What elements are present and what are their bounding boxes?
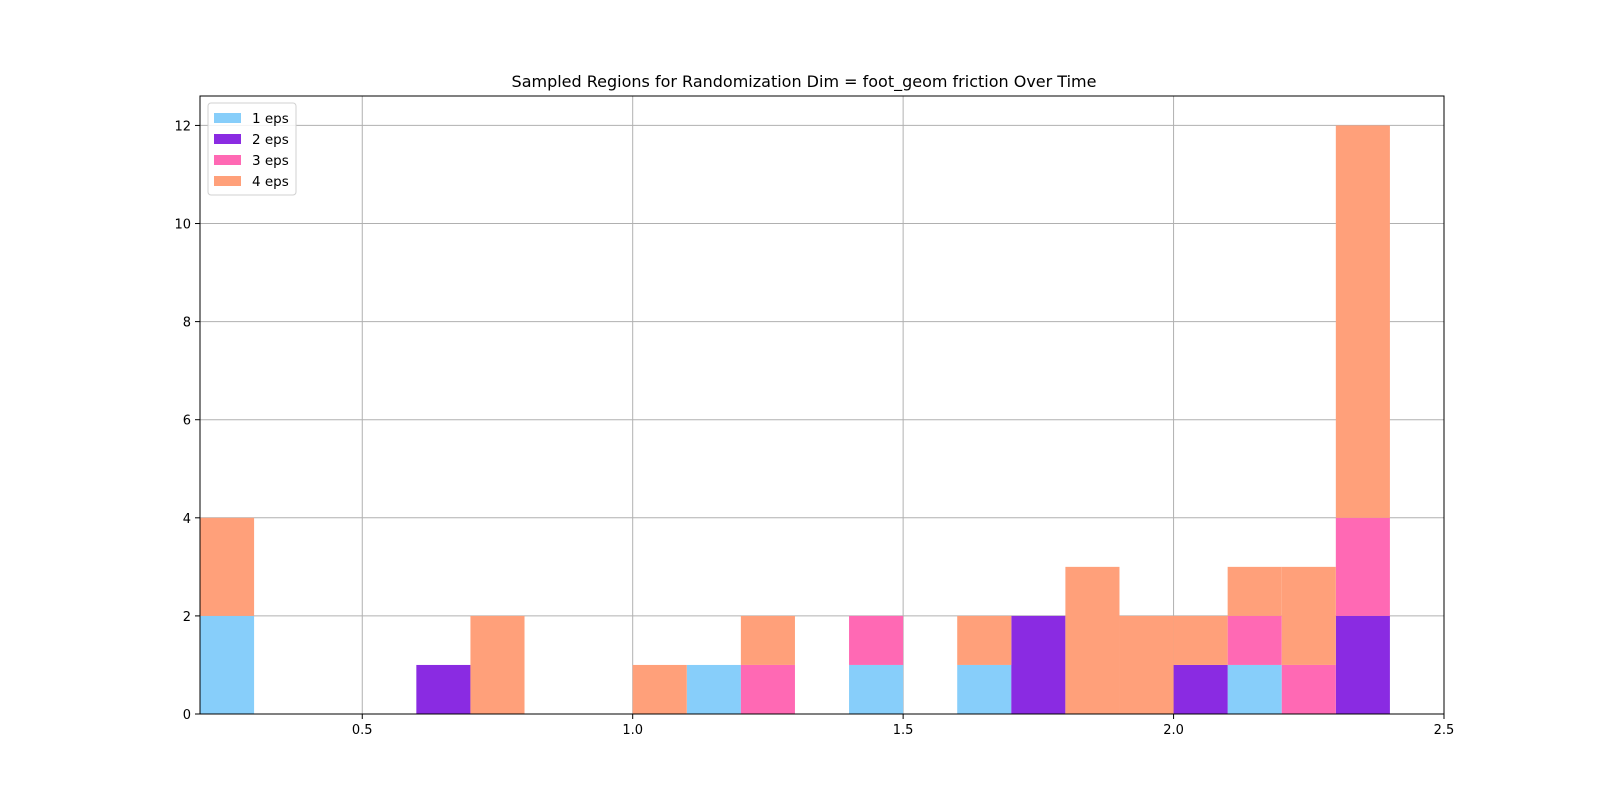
chart-title: Sampled Regions for Randomization Dim = … [512, 72, 1097, 92]
legend-swatch [214, 134, 241, 144]
bar-4-eps-6 [1119, 615, 1174, 714]
legend-box [207, 102, 297, 196]
bar-4-eps-4 [957, 615, 1012, 665]
bar-4-eps-10 [1335, 125, 1390, 518]
bar-3-eps-2 [1227, 615, 1282, 665]
bar-2-eps-1 [1011, 615, 1066, 714]
axis-ticks: 0.5 1.0 1.5 2.0 2.5 0 2 4 6 8 10 12 [174, 119, 1454, 738]
legend-swatch [214, 155, 241, 165]
y-tick-label: 8 [183, 316, 191, 331]
legend-label: 1 eps [252, 111, 289, 127]
y-tick-label: 12 [174, 119, 191, 134]
bar-2-eps-0 [416, 664, 471, 714]
bar-2-eps-3 [1335, 615, 1390, 714]
legend-swatch [214, 176, 241, 186]
bar-4-eps-3 [740, 615, 795, 665]
x-tick-label: 1.0 [622, 723, 643, 738]
y-tick-label: 2 [183, 610, 191, 625]
bar-4-eps-1 [470, 615, 525, 714]
bar-1-eps-1 [686, 664, 741, 714]
bar-4-eps-7 [1173, 615, 1228, 665]
legend-label: 4 eps [252, 174, 289, 190]
bar-3-eps-3 [1281, 664, 1336, 714]
bar-4-eps-2 [632, 664, 687, 714]
legend: 1 eps 2 eps 3 eps 4 eps [207, 102, 297, 196]
legend-label: 3 eps [252, 153, 289, 169]
x-tick-label: 2.0 [1163, 723, 1184, 738]
x-tick-label: 2.5 [1434, 723, 1455, 738]
x-tick-label: 0.5 [352, 723, 373, 738]
x-tick-label: 1.5 [893, 723, 914, 738]
bar-4-eps-0 [200, 517, 255, 616]
bar-1-eps-2 [849, 664, 904, 714]
legend-swatch [214, 113, 241, 123]
bar-1-eps-0 [200, 615, 255, 714]
legend-label: 2 eps [252, 132, 289, 148]
bar-1-eps-3 [957, 664, 1012, 714]
bar-4-eps-8 [1227, 566, 1282, 616]
bar-3-eps-0 [740, 664, 795, 714]
bar-3-eps-1 [849, 615, 904, 665]
bar-4-eps-9 [1281, 566, 1336, 665]
bar-4-eps-5 [1065, 566, 1120, 714]
y-tick-label: 0 [183, 708, 191, 723]
bars [200, 125, 1390, 714]
y-tick-label: 4 [183, 512, 191, 527]
bar-2-eps-2 [1173, 664, 1228, 714]
y-tick-label: 6 [183, 414, 191, 429]
y-tick-label: 10 [174, 218, 191, 233]
plot-area-frame [199, 95, 1445, 715]
bar-1-eps-4 [1227, 664, 1282, 714]
bar-3-eps-4 [1335, 517, 1390, 616]
